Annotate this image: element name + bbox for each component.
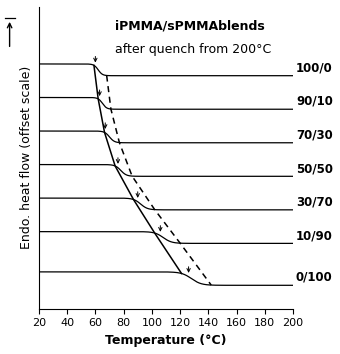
Text: 70/30: 70/30 xyxy=(296,129,333,142)
Text: iPMMA/sPMMAblends: iPMMA/sPMMAblends xyxy=(115,19,265,32)
Text: after quench from 200°C: after quench from 200°C xyxy=(115,43,271,56)
X-axis label: Temperature (°C): Temperature (°C) xyxy=(105,334,227,347)
Text: 90/10: 90/10 xyxy=(296,95,333,108)
Y-axis label: Endo. heat flow (offset scale): Endo. heat flow (offset scale) xyxy=(20,66,33,250)
Text: 50/50: 50/50 xyxy=(296,162,333,175)
Text: 100/0: 100/0 xyxy=(296,61,333,74)
Text: 30/70: 30/70 xyxy=(296,195,333,209)
Text: 0/100: 0/100 xyxy=(296,270,333,283)
Text: 10/90: 10/90 xyxy=(296,229,333,242)
